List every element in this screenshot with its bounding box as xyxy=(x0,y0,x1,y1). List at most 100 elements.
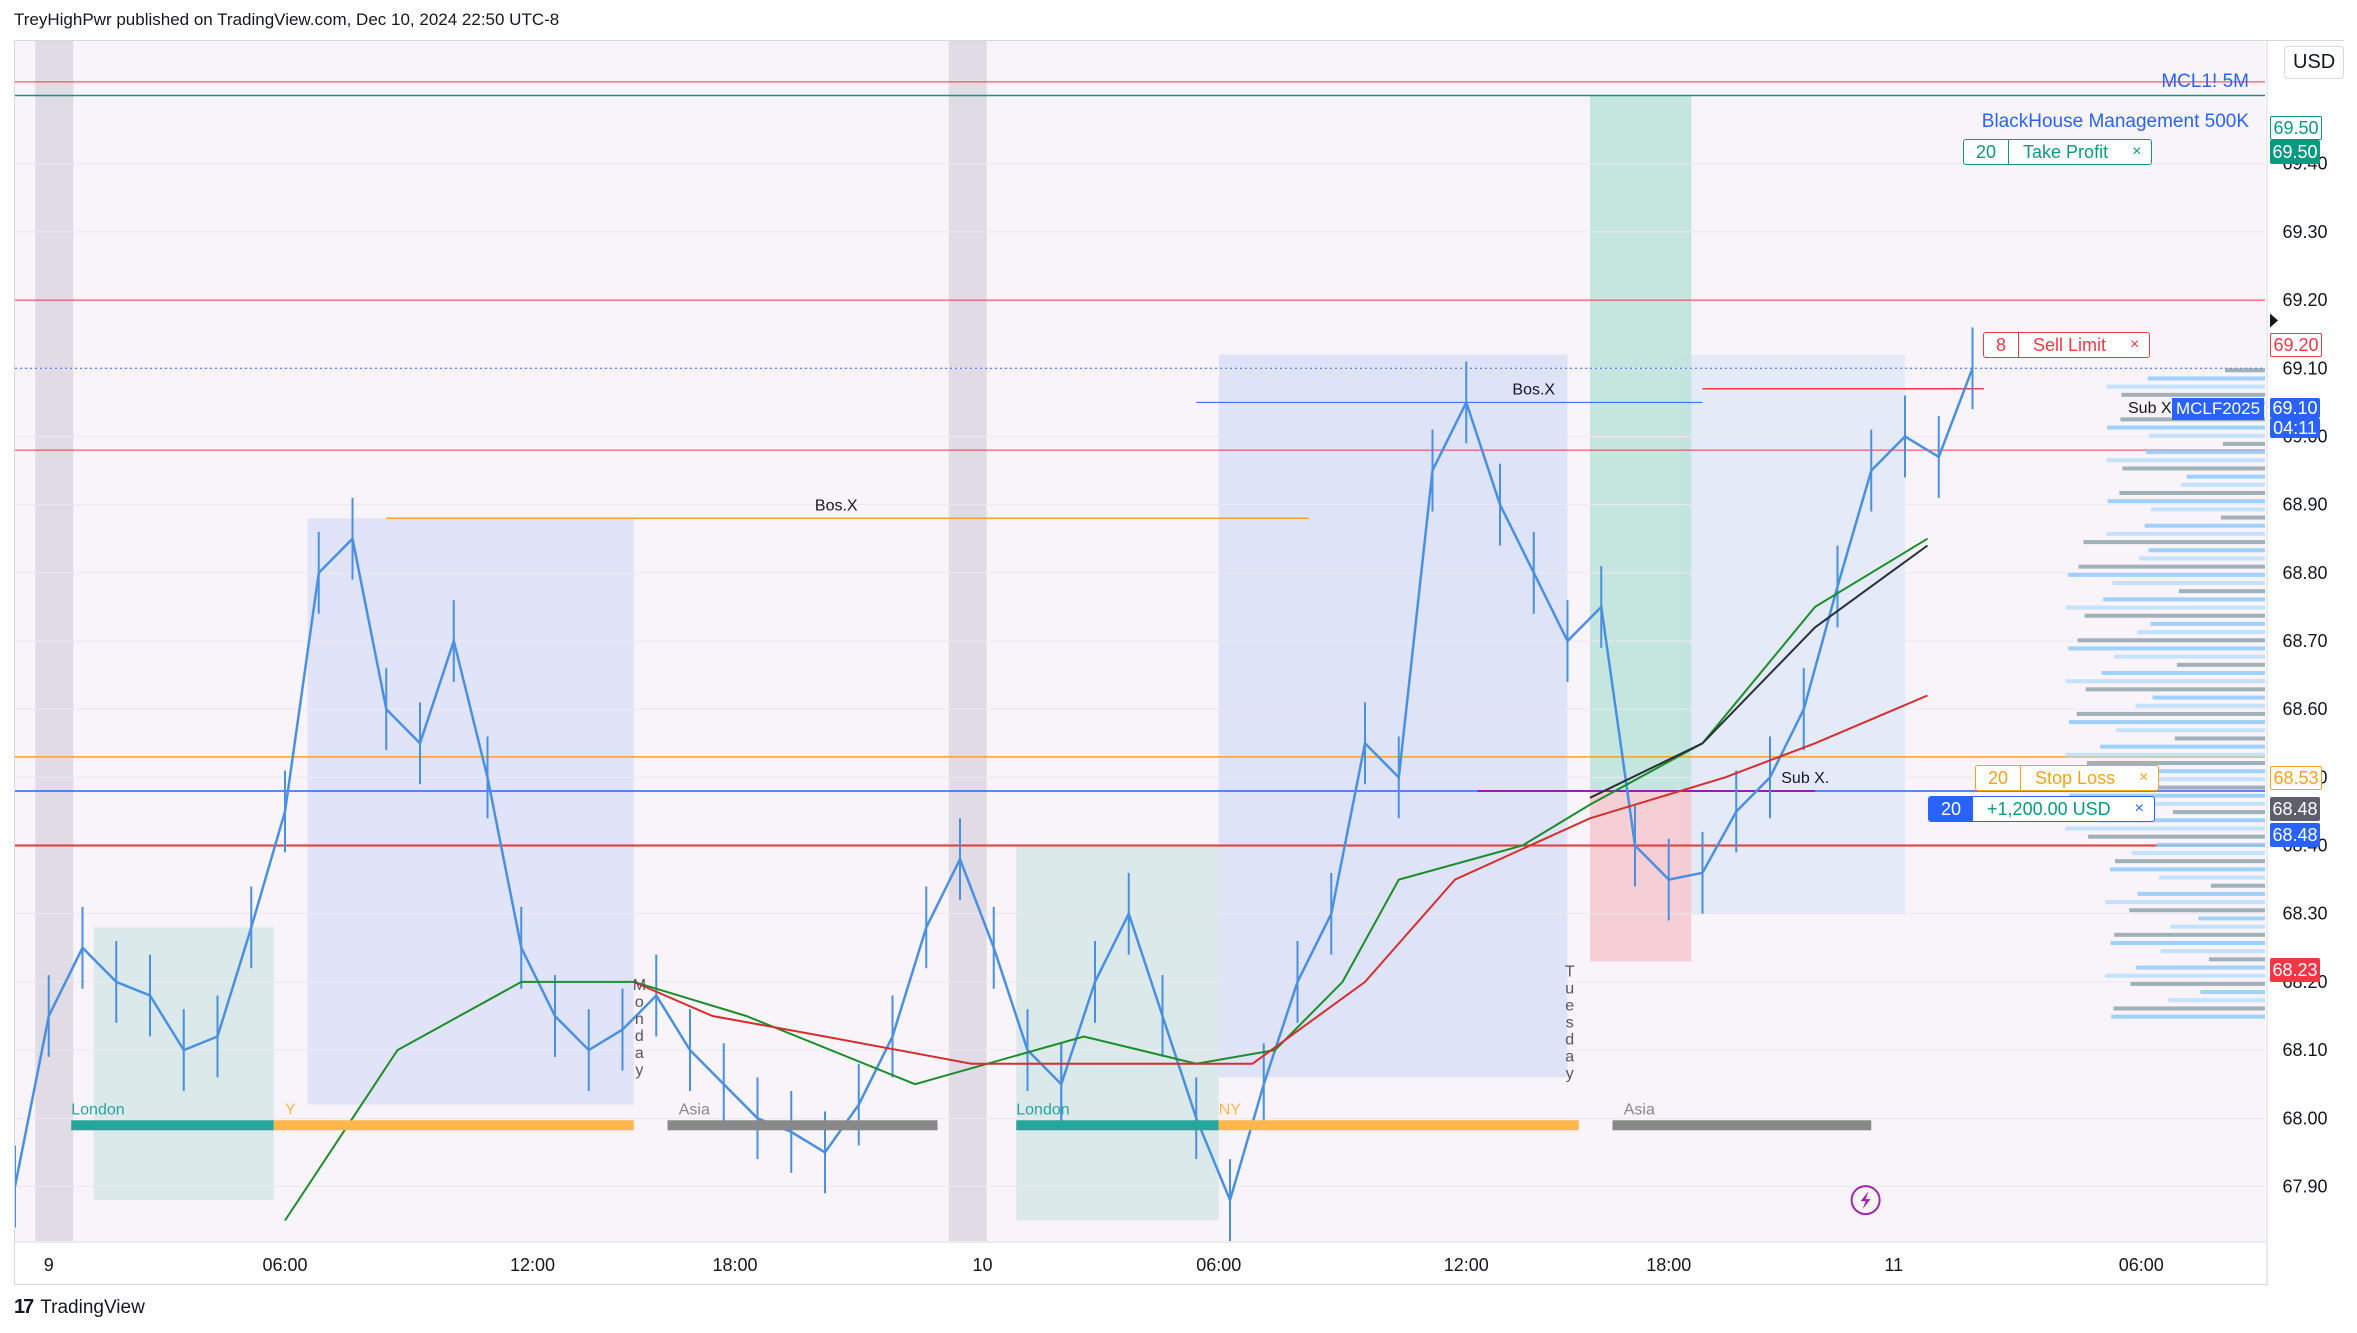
volume-profile-bar xyxy=(2152,695,2265,700)
volume-profile-bar xyxy=(2136,965,2265,970)
tradingview-logo-icon: 17 xyxy=(14,1296,34,1318)
volume-profile-bar xyxy=(2077,638,2265,643)
volume-profile-bar xyxy=(2130,981,2265,986)
position-order[interactable]: 20 +1,200.00 USD × xyxy=(1928,796,2155,822)
volume-profile-bar xyxy=(2137,891,2265,896)
volume-profile-bar xyxy=(2115,859,2265,864)
y-tick-label: 68.60 xyxy=(2282,699,2327,719)
y-tick-label: 68.90 xyxy=(2282,495,2327,515)
volume-profile-bar xyxy=(2135,703,2265,708)
volume-profile-bar xyxy=(2225,368,2265,373)
volume-profile-bar xyxy=(2176,662,2265,667)
volume-profile-bar xyxy=(2065,605,2265,610)
volume-profile-bar xyxy=(2083,540,2265,545)
volume-profile-bar xyxy=(2170,924,2265,929)
session-label: Asia xyxy=(1624,1101,1655,1118)
volume-profile-bar xyxy=(2105,973,2265,978)
volume-profile-bar xyxy=(2065,826,2265,831)
y-tick-label: 67.90 xyxy=(2282,1176,2327,1196)
sub-x-axis-label: Sub X xyxy=(2128,400,2172,417)
current-price-label: 69.10 xyxy=(2270,398,2320,418)
footer-brand: TradingView xyxy=(40,1296,145,1318)
bos-label: Bos.X xyxy=(815,497,858,514)
day-label-char: T xyxy=(1565,963,1575,980)
chart-area[interactable]: London Y Asia London NY Asia Bos.X Bos.X Sub X. M… xyxy=(14,40,2345,1286)
take-profit-order[interactable]: 20 Take Profit × xyxy=(1963,139,2153,165)
y-tick-label: 69.20 xyxy=(2282,290,2327,310)
volume-profile-bar xyxy=(2210,883,2265,888)
volume-profile-bar xyxy=(2122,466,2265,471)
price-chart[interactable]: London Y Asia London NY Asia Bos.X Bos.X Sub X. M… xyxy=(15,41,2345,1286)
volume-profile-bar xyxy=(2112,581,2265,585)
volume-profile-bar xyxy=(2133,777,2265,782)
moving-average-line xyxy=(1589,544,1929,799)
day-label-char: n xyxy=(635,1011,644,1028)
volume-profile-bar xyxy=(2131,851,2265,855)
stop-loss-label: Stop Loss xyxy=(2035,767,2116,788)
volume-profile-bar xyxy=(2078,564,2265,569)
volume-profile-bar xyxy=(2107,425,2265,430)
volume-profile-bar xyxy=(2117,801,2265,806)
stop-loss-order[interactable]: 20 Stop Loss × xyxy=(1975,765,2160,791)
session-bar xyxy=(273,1120,634,1131)
sell-limit-label: Sell Limit xyxy=(2033,334,2107,355)
volume-profile-bar xyxy=(2150,507,2265,512)
x-tick-label: 10 xyxy=(972,1255,992,1275)
volume-profile-bar xyxy=(2174,736,2265,741)
moving-average-line xyxy=(284,537,1929,1222)
symbol-subtitle: BlackHouse Management 500K xyxy=(1981,111,2249,132)
volume-profile-bar xyxy=(2148,548,2265,553)
currency-button[interactable]: USD xyxy=(2284,46,2345,79)
zone-box xyxy=(1218,354,1568,1078)
position-price-label: 68.48 xyxy=(2270,797,2320,821)
volume-profile-bar xyxy=(2106,458,2265,463)
lightning-icon xyxy=(1850,1185,1881,1216)
take-profit-close-icon[interactable]: × xyxy=(2132,143,2142,160)
volume-profile-bar xyxy=(2147,376,2265,381)
y-tick-label: 68.00 xyxy=(2282,1108,2327,1128)
lightning-icon xyxy=(1860,1191,1871,1210)
volume-profile-bar xyxy=(2106,531,2265,536)
volume-profile-bar xyxy=(2129,908,2265,913)
volume-profile-bar xyxy=(2172,810,2265,815)
tp-top-price-label: 69.50 xyxy=(2270,116,2322,140)
publish-header: TreyHighPwr published on TradingView.com… xyxy=(14,10,560,29)
volume-profile-bar xyxy=(2065,679,2265,684)
volume-profile-bar xyxy=(2198,916,2265,921)
volume-profile-bar xyxy=(2088,834,2265,839)
sub-x-label: Sub X. xyxy=(1781,770,1829,787)
x-tick-label: 12:00 xyxy=(1444,1255,1489,1275)
stop-loss-close-icon[interactable]: × xyxy=(2139,769,2149,786)
position-close-icon[interactable]: × xyxy=(2134,800,2144,817)
volume-profile-bar xyxy=(2119,491,2265,495)
volume-profile-bar xyxy=(2107,499,2265,504)
sell-limit-price-label: 69.20 xyxy=(2270,333,2322,357)
volume-profile-bar xyxy=(2178,589,2265,594)
day-label-char: e xyxy=(1565,997,1574,1014)
volume-profile-bar xyxy=(2139,556,2265,561)
session-label: London xyxy=(71,1101,124,1118)
volume-profile-bar xyxy=(2181,482,2265,487)
volume-profile-bar xyxy=(2156,842,2265,847)
day-label-char: y xyxy=(635,1062,643,1079)
volume-profile-bar xyxy=(2085,687,2265,692)
volume-profile-bar xyxy=(2100,744,2265,749)
footer: 17 TradingView xyxy=(14,1296,145,1319)
play-icon xyxy=(2270,313,2278,328)
y-tick-label: 69.10 xyxy=(2282,358,2327,378)
volume-profile-bar xyxy=(2101,671,2265,675)
symbol-tag: MCLF2025 xyxy=(2172,398,2264,420)
x-tick-label: 06:00 xyxy=(1196,1255,1241,1275)
volume-profile-bar xyxy=(2076,711,2265,716)
session-label: Y xyxy=(285,1101,296,1118)
sell-limit-close-icon[interactable]: × xyxy=(2130,336,2140,353)
x-tick-label: 9 xyxy=(44,1255,54,1275)
sell-limit-order[interactable]: 8 Sell Limit × xyxy=(1983,332,2151,358)
volume-profile-bar xyxy=(2113,1006,2265,1011)
volume-profile-bar xyxy=(2208,957,2265,962)
loss-box xyxy=(1590,791,1692,962)
volume-profile-bar xyxy=(2067,572,2265,577)
countdown-label: 04:11 xyxy=(2270,418,2320,438)
y-tick-label: 68.70 xyxy=(2282,631,2327,651)
